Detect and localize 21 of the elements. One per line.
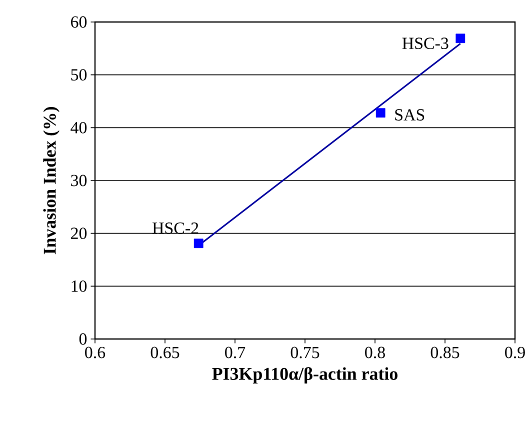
y-tick-label: 0 [79,333,87,345]
x-tick-label: 0.6 [85,346,106,358]
annotation: HSC-3 [402,38,448,50]
point [376,108,386,118]
y-tick-label: 10 [72,280,87,292]
y-tick-label: 20 [71,228,87,240]
x-tick-label: 0.75 [290,346,320,358]
x-tick-label: 0.9 [505,346,525,358]
y-tick-label: 30 [71,174,87,186]
x-tick-label: 0.65 [150,346,180,358]
x-tick-label: 0.7 [225,346,246,358]
x-tick-label: 0.8 [365,346,385,358]
y-tick-label: 40 [70,122,87,134]
x-axis-title: PI3Kp110α/β-actin ratio [212,367,398,384]
point [456,34,466,44]
y-axis-title: Invasion Index (%) [43,107,60,254]
point [194,238,204,248]
y-tick-label: 50 [71,69,87,81]
x-tick-label: 0.85 [430,346,460,358]
annotation: SAS [395,109,424,121]
y-tick-label: 60 [71,16,87,28]
